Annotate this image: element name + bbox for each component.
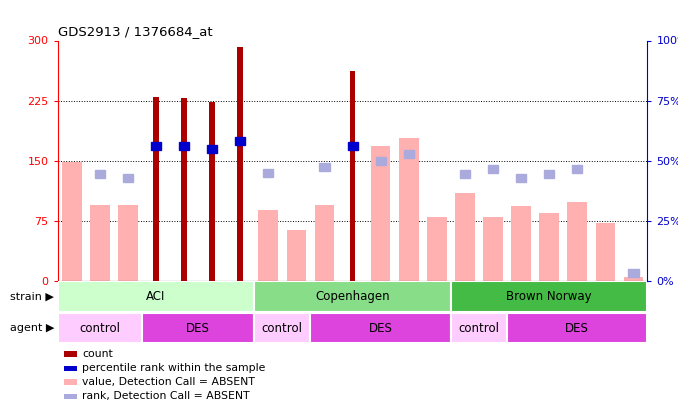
Bar: [507, 313, 647, 343]
Text: Copenhagen: Copenhagen: [315, 290, 390, 303]
Text: percentile rank within the sample: percentile rank within the sample: [83, 363, 266, 373]
Bar: [151, 142, 161, 150]
Bar: [179, 142, 189, 150]
Text: ACI: ACI: [146, 290, 165, 303]
Bar: [483, 217, 503, 281]
Bar: [142, 313, 254, 343]
Bar: [539, 213, 559, 281]
Bar: [58, 313, 142, 343]
Bar: [516, 174, 526, 182]
Bar: [123, 174, 133, 182]
Text: DES: DES: [186, 322, 210, 335]
Text: agent ▶: agent ▶: [10, 323, 54, 333]
Text: rank, Detection Call = ABSENT: rank, Detection Call = ABSENT: [83, 391, 250, 401]
Bar: [629, 269, 639, 277]
Bar: [263, 168, 273, 177]
Text: Brown Norway: Brown Norway: [506, 290, 592, 303]
Bar: [511, 206, 531, 281]
Bar: [451, 281, 647, 311]
Bar: [210, 102, 215, 281]
Text: count: count: [83, 349, 113, 359]
Text: control: control: [262, 322, 303, 335]
Bar: [488, 165, 498, 173]
Text: DES: DES: [565, 322, 589, 335]
Bar: [90, 205, 110, 281]
Bar: [451, 313, 507, 343]
Bar: [399, 138, 418, 281]
Bar: [460, 170, 470, 178]
Bar: [315, 205, 334, 281]
Bar: [455, 193, 475, 281]
Bar: [64, 394, 77, 399]
Bar: [427, 217, 447, 281]
Text: DES: DES: [369, 322, 393, 335]
Bar: [62, 162, 81, 281]
Bar: [58, 281, 254, 311]
Text: control: control: [79, 322, 120, 335]
Text: value, Detection Call = ABSENT: value, Detection Call = ABSENT: [83, 377, 256, 387]
Text: GDS2913 / 1376684_at: GDS2913 / 1376684_at: [58, 25, 212, 38]
Bar: [258, 210, 278, 281]
Text: control: control: [458, 322, 500, 335]
Bar: [567, 202, 587, 281]
Bar: [181, 98, 186, 281]
Bar: [287, 230, 306, 281]
Text: strain ▶: strain ▶: [10, 292, 54, 302]
Bar: [235, 136, 245, 145]
Bar: [64, 366, 77, 371]
Bar: [572, 165, 582, 173]
Bar: [64, 379, 77, 385]
Bar: [376, 157, 386, 165]
Bar: [348, 142, 357, 150]
Bar: [254, 313, 311, 343]
Bar: [624, 277, 643, 281]
Bar: [311, 313, 451, 343]
Bar: [544, 170, 554, 178]
Bar: [207, 145, 217, 153]
Bar: [254, 281, 451, 311]
Bar: [95, 170, 105, 178]
Bar: [237, 47, 243, 281]
Bar: [153, 96, 159, 281]
Bar: [403, 150, 414, 158]
Bar: [64, 352, 77, 357]
Bar: [350, 71, 355, 281]
Bar: [118, 205, 138, 281]
Bar: [595, 223, 615, 281]
Bar: [319, 163, 330, 171]
Bar: [371, 146, 391, 281]
